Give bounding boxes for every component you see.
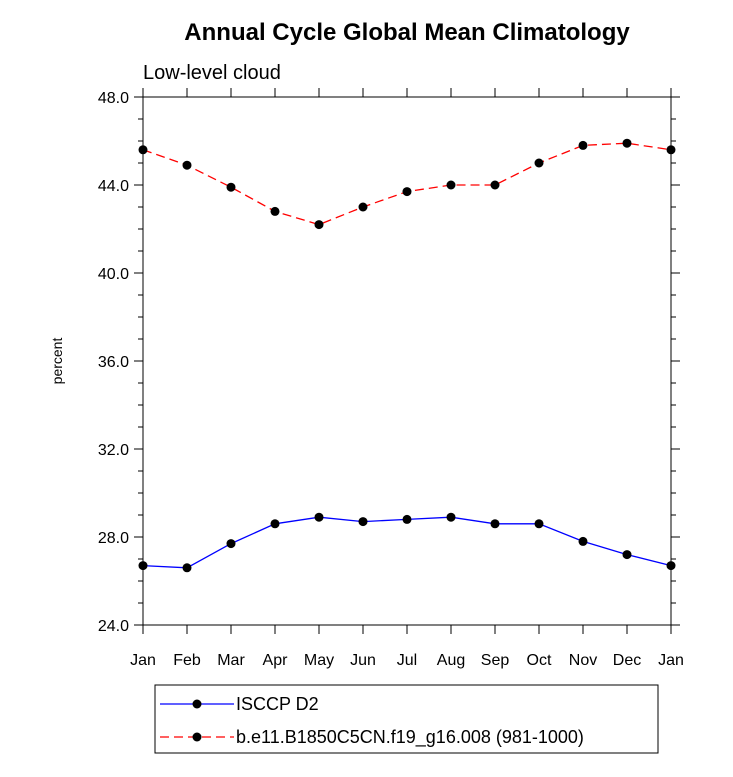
plot-frame [142, 96, 672, 626]
series-0-point [226, 539, 236, 549]
legend-label-1: b.e11.B1850C5CN.f19_g16.008 (981-1000) [236, 727, 584, 748]
series-1-point [270, 206, 280, 216]
series-0-point [578, 536, 588, 546]
series-1-point [666, 145, 676, 155]
legend-marker-1 [192, 732, 202, 742]
x-tick-label: Jan [130, 652, 156, 669]
y-tick-label: 48.0 [98, 90, 129, 107]
x-tick-label: May [304, 652, 334, 669]
y-tick-label: 40.0 [98, 266, 129, 283]
legend-label-0: ISCCP D2 [236, 694, 319, 714]
series-0-point [138, 561, 148, 571]
legend-box [154, 684, 659, 754]
x-tick-label: Sep [481, 652, 510, 669]
series-layer [138, 138, 676, 573]
chart-title: Annual Cycle Global Mean Climatology [184, 19, 630, 46]
axis-ticks [134, 88, 680, 634]
series-0-point [182, 563, 192, 573]
series-1-point [138, 145, 148, 155]
series-0-point [534, 519, 544, 529]
x-tick-label: Nov [569, 652, 597, 669]
series-1-point [578, 140, 588, 150]
x-tick-label: Jan [658, 652, 684, 669]
y-tick-label: 32.0 [98, 442, 129, 459]
series-1-point [226, 182, 236, 192]
series-1-point [534, 158, 544, 168]
chart-subtitle: Low-level cloud [143, 62, 281, 84]
x-tick-label: Feb [173, 652, 201, 669]
y-tick-label: 28.0 [98, 530, 129, 547]
series-1-point [314, 220, 324, 230]
x-tick-label: Dec [613, 652, 641, 669]
series-0-point [270, 519, 280, 529]
series-0-point [358, 517, 368, 527]
series-line-0 [142, 516, 672, 569]
x-tick-label: Oct [527, 652, 552, 669]
series-0-point [314, 512, 324, 522]
series-1-point [402, 187, 412, 197]
series-0-point [622, 550, 632, 560]
series-0-point [446, 512, 456, 522]
x-tick-label: Mar [217, 652, 245, 669]
x-tick-label: Jun [350, 652, 376, 669]
series-0-point [666, 561, 676, 571]
series-1-point [490, 180, 500, 190]
series-1-point [358, 202, 368, 212]
y-tick-label: 24.0 [98, 618, 129, 635]
legend-marker-0 [192, 699, 202, 709]
series-1-point [446, 180, 456, 190]
y-tick-labels: 24.0 28.0 32.0 36.0 40.0 44.0 48.0 [98, 90, 129, 635]
x-tick-label: Apr [263, 652, 289, 669]
legend: ISCCP D2 b.e11.B1850C5CN.f19_g16.008 (981… [160, 694, 584, 748]
x-tick-label: Aug [437, 652, 465, 669]
y-axis-label: percent [49, 338, 65, 385]
x-tick-labels: Jan Feb Mar Apr May Jun Jul Aug Sep Oct Nov Dec Jan [130, 652, 684, 669]
series-line-1 [142, 142, 672, 226]
series-1-point [182, 160, 192, 170]
series-0-point [490, 519, 500, 529]
y-tick-label: 44.0 [98, 178, 129, 195]
y-tick-label: 36.0 [98, 354, 129, 371]
series-0-point [402, 514, 412, 524]
x-tick-label: Jul [397, 652, 417, 669]
series-1-point [622, 138, 632, 148]
